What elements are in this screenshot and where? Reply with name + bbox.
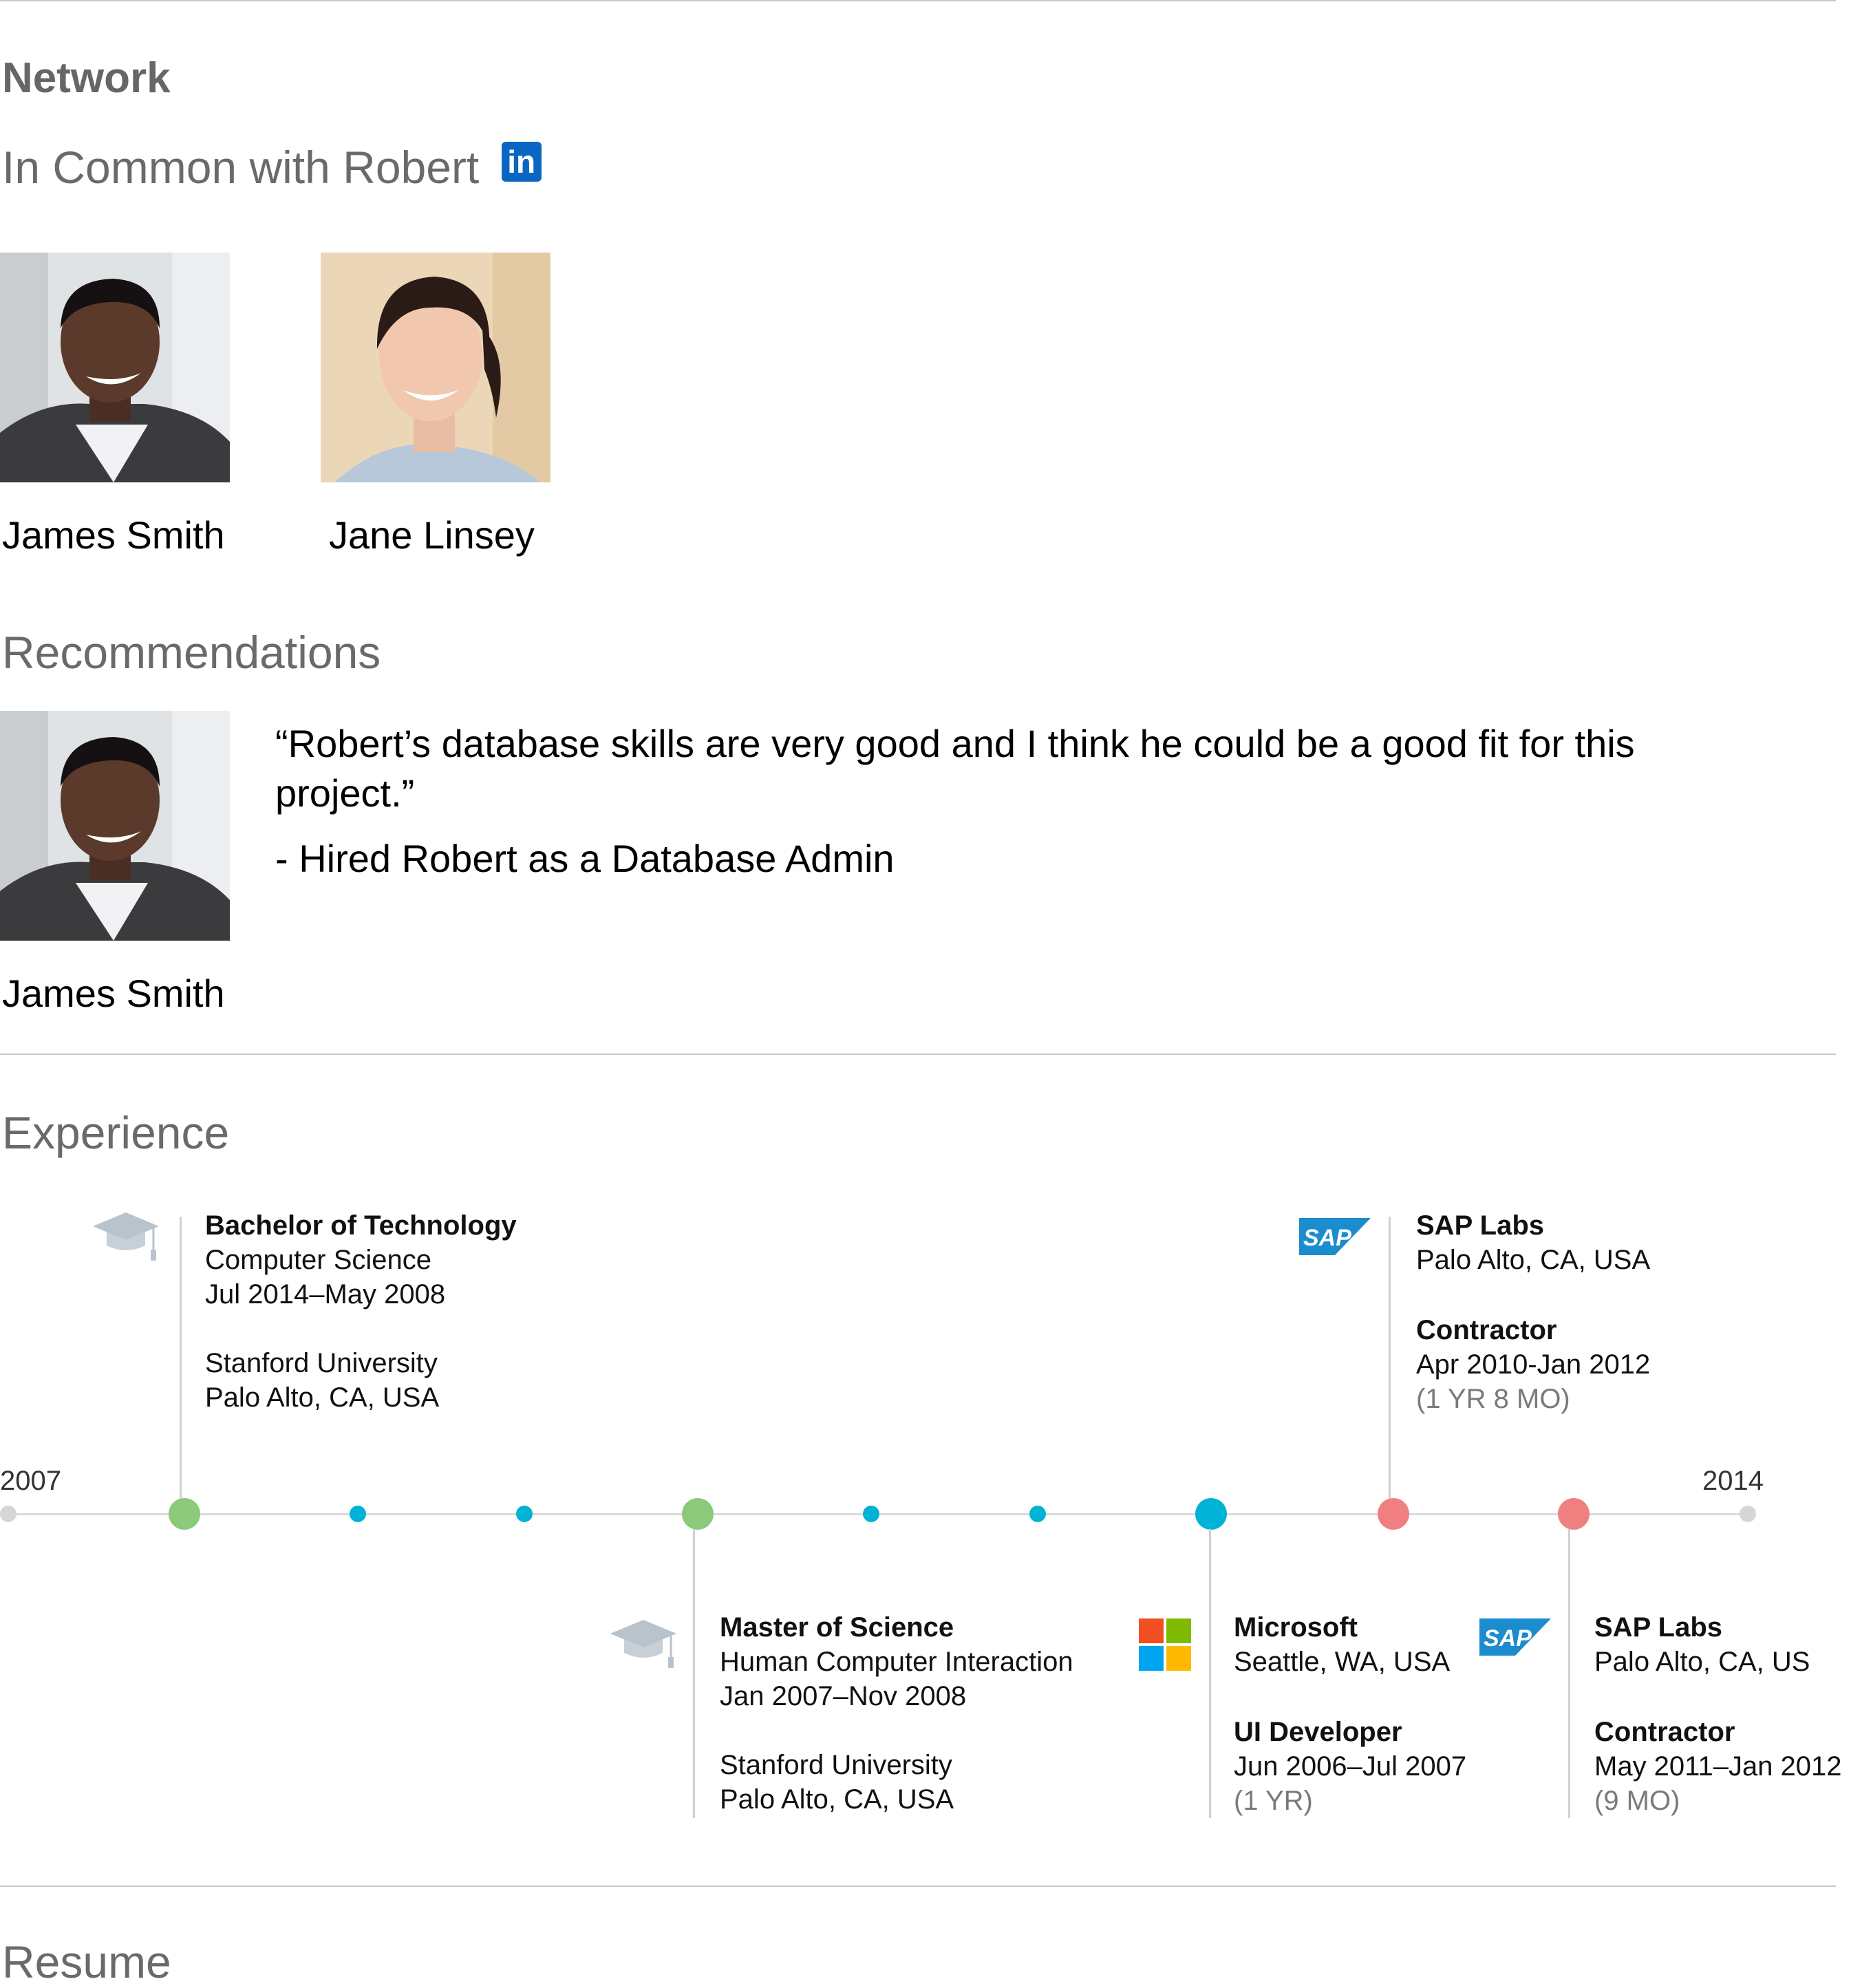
svg-text:SAP: SAP xyxy=(1303,1225,1351,1251)
entry-dates: Jan 2007–Nov 2008 xyxy=(720,1681,967,1711)
entry-location: Palo Alto, CA, US xyxy=(1594,1647,1810,1677)
timeline-dot-sap-labs-2[interactable] xyxy=(1558,1498,1590,1530)
in-common-title: In Common with Robert xyxy=(2,142,480,193)
experience-title: Experience xyxy=(2,1107,230,1158)
timeline-endpoint-end xyxy=(1740,1506,1756,1522)
entry-dates: Jul 2014–May 2008 xyxy=(205,1279,446,1310)
woman-portrait-image xyxy=(321,253,550,482)
connector-master xyxy=(693,1529,695,1818)
entry-heading: Microsoft xyxy=(1234,1612,1358,1643)
entry-location: Palo Alto, CA, USA xyxy=(720,1784,954,1815)
experience-entry-bachelor[interactable]: Bachelor of Technology Computer Science … xyxy=(205,1208,517,1415)
entry-heading: Master of Science xyxy=(720,1612,954,1643)
entry-duration: (1 YR 8 MO) xyxy=(1416,1384,1570,1414)
graduation-cap-icon xyxy=(92,1211,160,1270)
entry-role: Contractor xyxy=(1416,1315,1557,1345)
recommendation-quote: “Robert’s database skills are very good … xyxy=(275,722,1635,815)
graduation-cap-icon xyxy=(609,1618,678,1677)
entry-dates: May 2011–Jan 2012 xyxy=(1594,1751,1842,1782)
entry-school: Stanford University xyxy=(720,1750,952,1780)
experience-entry-master[interactable]: Master of Science Human Computer Interac… xyxy=(720,1610,1073,1817)
recommendations-title: Recommendations xyxy=(2,627,381,678)
section-divider xyxy=(0,1054,1836,1055)
in-common-header: In Common with Robert in xyxy=(2,141,542,196)
person-name[interactable]: James Smith xyxy=(2,513,225,557)
svg-text:SAP: SAP xyxy=(1484,1625,1532,1652)
timeline-dot-sap-labs-1[interactable] xyxy=(1378,1498,1409,1530)
recommendation-note: - Hired Robert as a Database Admin xyxy=(275,837,895,880)
sap-logo: SAP xyxy=(1479,1618,1551,1659)
experience-entry-sap-labs-2[interactable]: SAP Labs Palo Alto, CA, US Contractor Ma… xyxy=(1594,1610,1842,1818)
sap-logo: SAP xyxy=(1299,1218,1371,1259)
timeline-dot-master[interactable] xyxy=(682,1498,714,1530)
connector-sap-labs-2 xyxy=(1568,1529,1570,1818)
entry-location: Seattle, WA, USA xyxy=(1234,1647,1451,1677)
entry-role: Contractor xyxy=(1594,1717,1735,1747)
top-divider xyxy=(0,0,1836,1)
man-portrait-image xyxy=(0,711,230,941)
entry-role: UI Developer xyxy=(1234,1717,1402,1747)
microsoft-logo xyxy=(1139,1618,1191,1674)
timeline-end-label: 2014 xyxy=(1702,1466,1764,1496)
avatar-recommender[interactable] xyxy=(0,711,230,941)
connector-microsoft xyxy=(1209,1529,1211,1818)
experience-entry-sap-labs-1[interactable]: SAP Labs Palo Alto, CA, USA Contractor A… xyxy=(1416,1208,1650,1416)
timeline-dot-microsoft[interactable] xyxy=(1195,1498,1227,1530)
entry-location: Palo Alto, CA, USA xyxy=(205,1382,440,1413)
timeline-dot[interactable] xyxy=(350,1506,366,1522)
linkedin-icon[interactable]: in xyxy=(501,142,542,182)
recommender-name[interactable]: James Smith xyxy=(2,972,225,1015)
timeline-dot[interactable] xyxy=(863,1506,879,1522)
entry-duration: (9 MO) xyxy=(1594,1786,1680,1816)
person-name[interactable]: Jane Linsey xyxy=(329,513,535,557)
avatar-james-smith[interactable] xyxy=(0,253,230,482)
network-title: Network xyxy=(2,54,171,102)
entry-dates: Jun 2006–Jul 2007 xyxy=(1234,1751,1467,1782)
timeline-endpoint-start xyxy=(0,1506,17,1522)
entry-location: Palo Alto, CA, USA xyxy=(1416,1245,1651,1275)
man-portrait-image xyxy=(0,253,230,482)
timeline-dot[interactable] xyxy=(516,1506,533,1522)
connector-sap-labs-1 xyxy=(1389,1217,1391,1499)
linkedin-icon-label: in xyxy=(507,144,536,180)
resume-title: Resume xyxy=(2,1936,171,1987)
avatar-jane-linsey[interactable] xyxy=(321,253,550,482)
section-divider xyxy=(0,1885,1836,1887)
experience-entry-microsoft[interactable]: Microsoft Seattle, WA, USA UI Developer … xyxy=(1234,1610,1466,1818)
entry-school: Stanford University xyxy=(205,1348,438,1378)
timeline-dot-bachelor[interactable] xyxy=(169,1498,200,1530)
entry-heading: SAP Labs xyxy=(1416,1210,1544,1241)
entry-dates: Apr 2010-Jan 2012 xyxy=(1416,1349,1651,1380)
entry-field: Computer Science xyxy=(205,1245,432,1275)
entry-heading: Bachelor of Technology xyxy=(205,1210,517,1241)
entry-heading: SAP Labs xyxy=(1594,1612,1722,1643)
timeline-start-label: 2007 xyxy=(0,1466,61,1496)
entry-duration: (1 YR) xyxy=(1234,1786,1313,1816)
connector-bachelor xyxy=(180,1217,182,1499)
entry-field: Human Computer Interaction xyxy=(720,1647,1073,1677)
timeline-dot[interactable] xyxy=(1029,1506,1046,1522)
